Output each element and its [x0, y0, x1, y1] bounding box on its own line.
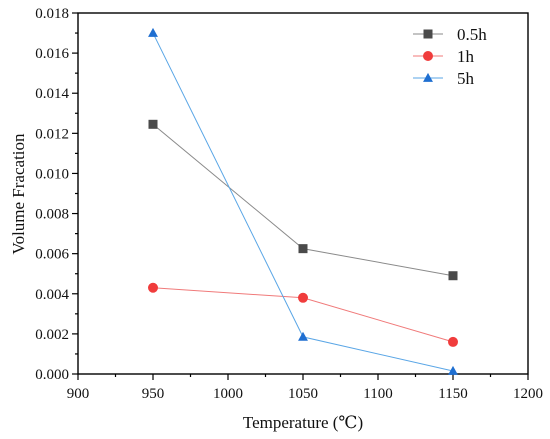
legend-marker [423, 29, 433, 39]
x-tick-label: 1100 [363, 386, 392, 402]
data-point-circle [298, 292, 308, 303]
series-5h [148, 27, 458, 375]
x-tick-label: 950 [142, 386, 165, 402]
y-tick-label: 0.010 [35, 166, 69, 182]
x-tick-label: 1200 [513, 386, 543, 402]
legend-item: 0.5h [413, 25, 487, 44]
y-tick-label: 0.014 [35, 86, 69, 102]
x-tick-label: 1150 [438, 386, 467, 402]
y-tick-label: 0.012 [35, 126, 69, 142]
plot-frame [77, 12, 529, 375]
data-point-square [448, 271, 458, 281]
legend-item: 5h [413, 69, 475, 88]
y-tick-label: 0.002 [35, 327, 69, 343]
legend: 0.5h 1h 5h [413, 25, 487, 88]
y-tick-label: 0.016 [35, 46, 69, 62]
y-axis-label: Volume Fracation [9, 133, 28, 255]
axes: 900 950 1000 1050 1100 1150 1200 0.000 0.002 0.00… [35, 6, 543, 402]
legend-marker [423, 51, 433, 61]
legend-marker [423, 72, 433, 82]
data-point-triangle [448, 365, 458, 375]
legend-label: 5h [457, 69, 475, 88]
data-point-square [148, 119, 158, 129]
series-0_5h [148, 119, 458, 281]
legend-item: 1h [413, 47, 475, 66]
x-tick-label: 1000 [213, 386, 243, 402]
x-tick-label: 1050 [288, 386, 318, 402]
series-1h [148, 282, 458, 347]
y-tick-label: 0.018 [35, 6, 69, 22]
y-tick-label: 0.006 [35, 247, 69, 263]
y-tick-label: 0.008 [35, 207, 69, 223]
data-point-circle [148, 282, 158, 293]
y-tick-label: 0.000 [35, 367, 69, 383]
data-point-square [298, 244, 308, 254]
legend-label: 1h [457, 47, 475, 66]
legend-label: 0.5h [457, 25, 487, 44]
data-point-triangle [148, 27, 158, 37]
y-tick-label: 0.004 [35, 287, 69, 303]
series-line [152, 32, 454, 372]
series-layer [148, 27, 458, 375]
data-point-circle [448, 336, 458, 347]
x-axis-label: Temperature (℃) [243, 413, 363, 432]
data-point-triangle [298, 331, 308, 341]
x-tick-label: 900 [67, 386, 90, 402]
